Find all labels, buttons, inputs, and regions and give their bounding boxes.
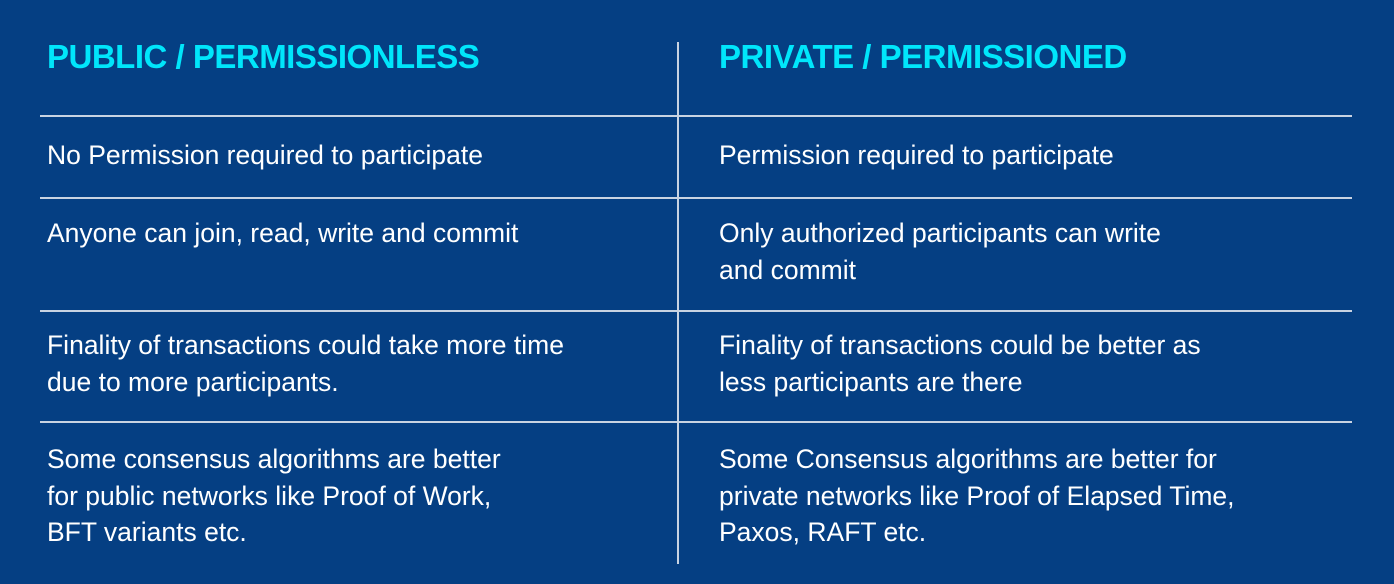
row-4-public-cell: Some consensus algorithms are better for… <box>47 441 501 551</box>
row-3-private-cell: Finality of transactions could be better… <box>719 327 1201 400</box>
row-divider <box>40 421 1352 423</box>
cell-line: Finality of transactions could be better… <box>719 330 1201 360</box>
cell-line: Anyone can join, read, write and commit <box>47 218 519 248</box>
cell-line: private networks like Proof of Elapsed T… <box>719 480 1235 511</box>
row-2-public-cell: Anyone can join, read, write and commit <box>47 215 518 252</box>
cell-line: Some consensus algorithms are better <box>47 444 501 474</box>
row-1-public-cell: No Permission required to participate <box>47 137 483 174</box>
row-divider <box>40 197 1352 199</box>
cell-line: for public networks like Proof of Work, <box>47 480 492 511</box>
column-divider <box>677 42 679 564</box>
cell-line: Only authorized participants can write <box>719 218 1161 248</box>
cell-line: Some Consensus algorithms are better for <box>719 444 1217 474</box>
cell-line: Paxos, RAFT etc. <box>719 517 927 547</box>
cell-line: less participants are there <box>719 366 1023 397</box>
row-3-public-cell: Finality of transactions could take more… <box>47 327 564 400</box>
cell-line: Finality of transactions could take more… <box>47 330 564 360</box>
row-4-private-cell: Some Consensus algorithms are better for… <box>719 441 1235 551</box>
row-1-private-cell: Permission required to participate <box>719 137 1114 174</box>
header-private-permissioned: PRIVATE / PERMISSIONED <box>719 38 1127 75</box>
cell-line: Permission required to participate <box>719 140 1114 170</box>
row-divider <box>40 115 1352 117</box>
row-2-private-cell: Only authorized participants can write a… <box>719 215 1161 288</box>
cell-line: No Permission required to participate <box>47 140 483 170</box>
cell-line: and commit <box>719 254 856 285</box>
cell-line: BFT variants etc. <box>47 517 247 547</box>
header-public-permissionless: PUBLIC / PERMISSIONLESS <box>47 38 480 75</box>
row-divider <box>40 310 1352 312</box>
cell-line: due to more participants. <box>47 366 339 397</box>
